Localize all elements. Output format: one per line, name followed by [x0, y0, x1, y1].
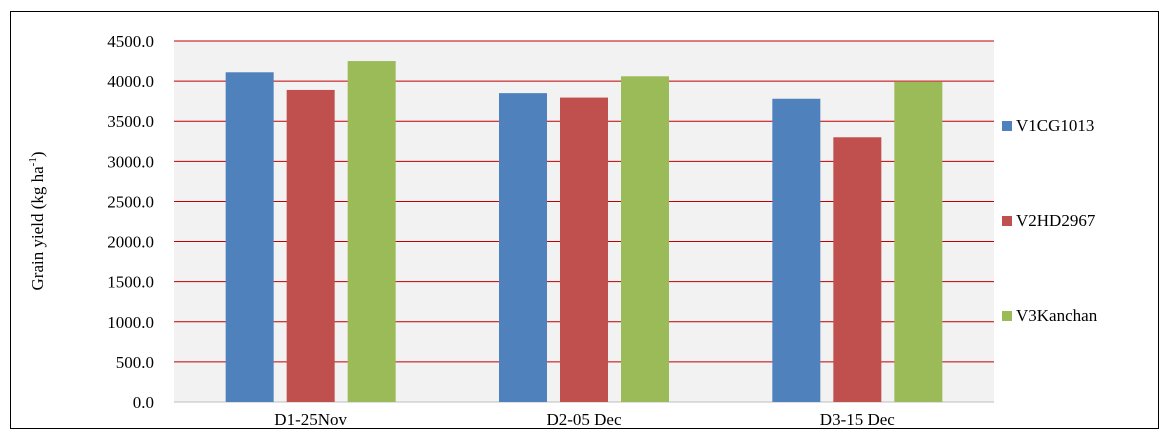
- bar-v2hd2967-3: [833, 137, 882, 402]
- y-axis-tick-labels: 0.0 500.0 1000.0 1500.0 2000.0 2500.0 3000.0 35…: [107, 32, 154, 412]
- legend: V1CG1013 V2HD2967 V3Kanchan: [1002, 116, 1098, 325]
- bar-v3kanchan-3: [894, 81, 943, 402]
- y-tick-label: 3000.0: [107, 152, 154, 171]
- y-tick-label: 500.0: [116, 353, 154, 372]
- bar-v2hd2967-2: [560, 97, 608, 402]
- y-tick-label: 1000.0: [107, 313, 154, 332]
- chart-frame: 0.0 500.0 1000.0 1500.0 2000.0 2500.0 3000.0 35…: [10, 11, 1159, 429]
- legend-label-v3kanchan: V3Kanchan: [1016, 306, 1098, 325]
- y-axis-title-superscript: -1: [27, 157, 39, 166]
- x-tick-label: D2-05 Dec: [546, 410, 622, 429]
- y-tick-label: 0.0: [133, 393, 154, 412]
- bar-v3kanchan-2: [621, 76, 669, 402]
- x-tick-label: D3-15 Dec: [820, 410, 896, 429]
- bars: [225, 61, 943, 403]
- legend-swatch-v2hd2967: [1002, 216, 1012, 226]
- y-axis-title-close: ): [28, 152, 47, 158]
- bar-v1cg1013-3: [772, 98, 821, 402]
- legend-label-v2hd2967: V2HD2967: [1016, 211, 1096, 230]
- x-tick-label: D1-25Nov: [274, 410, 347, 429]
- y-tick-label: 3500.0: [107, 112, 154, 131]
- grain-yield-bar-chart: 0.0 500.0 1000.0 1500.0 2000.0 2500.0 3000.0 35…: [27, 32, 1098, 429]
- legend-label-v1cg1013: V1CG1013: [1016, 116, 1094, 135]
- bar-v1cg1013-2: [499, 93, 547, 403]
- x-axis-tick-labels: D1-25Nov D2-05 Dec D3-15 Dec: [274, 410, 895, 429]
- y-tick-label: 4500.0: [107, 32, 154, 51]
- y-tick-label: 1500.0: [107, 273, 154, 292]
- legend-swatch-v3kanchan: [1002, 311, 1012, 321]
- y-axis-title: Grain yield (kg ha-1): [27, 152, 47, 291]
- y-tick-label: 4000.0: [107, 72, 154, 91]
- y-tick-label: 2500.0: [107, 192, 154, 211]
- bar-v1cg1013-1: [225, 72, 274, 402]
- bar-v3kanchan-1: [347, 61, 396, 403]
- bar-v2hd2967-1: [286, 89, 335, 403]
- y-tick-label: 2000.0: [107, 233, 154, 252]
- legend-swatch-v1cg1013: [1002, 121, 1012, 131]
